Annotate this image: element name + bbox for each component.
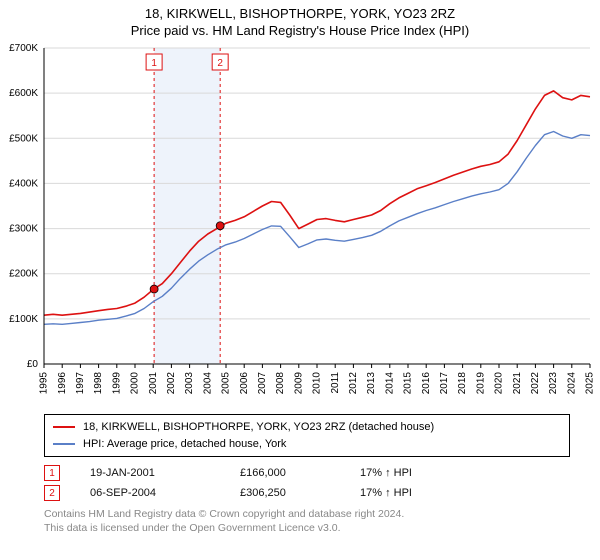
marker-index-box: 1 xyxy=(44,465,60,481)
page-title-line1: 18, KIRKWELL, BISHOPTHORPE, YORK, YO23 2… xyxy=(0,6,600,21)
marker-date: 19-JAN-2001 xyxy=(90,467,210,479)
svg-text:£0: £0 xyxy=(27,359,39,370)
svg-text:2: 2 xyxy=(217,58,223,69)
legend-swatch xyxy=(53,443,75,445)
marker-table: 1 19-JAN-2001 £166,000 17% ↑ HPI 2 06-SEP-200… xyxy=(44,463,570,503)
svg-text:2005: 2005 xyxy=(221,372,232,395)
svg-text:1996: 1996 xyxy=(57,372,68,395)
svg-text:2003: 2003 xyxy=(184,372,195,395)
svg-text:2016: 2016 xyxy=(421,372,432,395)
svg-text:2010: 2010 xyxy=(312,372,323,395)
svg-text:1995: 1995 xyxy=(39,372,50,395)
legend-label: HPI: Average price, detached house, York xyxy=(83,436,286,453)
svg-text:1999: 1999 xyxy=(111,372,122,395)
marker-row: 1 19-JAN-2001 £166,000 17% ↑ HPI xyxy=(44,463,570,483)
svg-text:1998: 1998 xyxy=(93,372,104,395)
svg-text:2018: 2018 xyxy=(457,372,468,395)
svg-text:£500K: £500K xyxy=(9,133,38,144)
svg-text:2025: 2025 xyxy=(585,372,596,395)
attribution-line2: This data is licensed under the Open Gov… xyxy=(44,521,570,535)
svg-text:2023: 2023 xyxy=(548,372,559,395)
price-chart: £0 £100K £200K £300K £400K £500K £600K £700K 199… xyxy=(0,40,600,410)
marker-row: 2 06-SEP-2004 £306,250 17% ↑ HPI xyxy=(44,483,570,503)
svg-text:2022: 2022 xyxy=(530,372,541,395)
legend: 18, KIRKWELL, BISHOPTHORPE, YORK, YO23 2… xyxy=(44,414,570,457)
svg-text:1997: 1997 xyxy=(75,372,86,395)
marker-price: £166,000 xyxy=(240,467,330,479)
svg-text:2021: 2021 xyxy=(512,372,523,395)
page-title-line2: Price paid vs. HM Land Registry's House … xyxy=(0,23,600,38)
svg-text:2024: 2024 xyxy=(566,372,577,395)
svg-text:2002: 2002 xyxy=(166,372,177,395)
svg-text:£700K: £700K xyxy=(9,43,38,54)
legend-item: 18, KIRKWELL, BISHOPTHORPE, YORK, YO23 2… xyxy=(53,419,561,436)
svg-text:2011: 2011 xyxy=(330,372,341,394)
legend-label: 18, KIRKWELL, BISHOPTHORPE, YORK, YO23 2… xyxy=(83,419,434,436)
svg-text:2015: 2015 xyxy=(403,372,414,395)
svg-text:2020: 2020 xyxy=(494,372,505,395)
svg-text:2007: 2007 xyxy=(257,372,268,395)
svg-text:£100K: £100K xyxy=(9,314,38,325)
marker-index-box: 2 xyxy=(44,485,60,501)
svg-text:£200K: £200K xyxy=(9,269,38,280)
svg-text:2004: 2004 xyxy=(202,372,213,395)
marker-date: 06-SEP-2004 xyxy=(90,487,210,499)
marker-price: £306,250 xyxy=(240,487,330,499)
legend-item: HPI: Average price, detached house, York xyxy=(53,436,561,453)
svg-text:2012: 2012 xyxy=(348,372,359,395)
svg-text:2013: 2013 xyxy=(366,372,377,395)
svg-text:2017: 2017 xyxy=(439,372,450,395)
attribution: Contains HM Land Registry data © Crown c… xyxy=(44,507,570,535)
svg-text:2000: 2000 xyxy=(130,372,141,395)
svg-text:2008: 2008 xyxy=(275,372,286,395)
svg-text:2014: 2014 xyxy=(384,372,395,395)
svg-text:1: 1 xyxy=(151,58,157,69)
svg-text:£400K: £400K xyxy=(9,178,38,189)
svg-text:£600K: £600K xyxy=(9,88,38,99)
svg-text:£300K: £300K xyxy=(9,224,38,235)
svg-text:2019: 2019 xyxy=(475,372,486,395)
legend-swatch xyxy=(53,426,75,428)
svg-text:2009: 2009 xyxy=(293,372,304,395)
attribution-line1: Contains HM Land Registry data © Crown c… xyxy=(44,507,570,521)
svg-text:2006: 2006 xyxy=(239,372,250,395)
marker-pct: 17% ↑ HPI xyxy=(360,487,450,499)
marker-pct: 17% ↑ HPI xyxy=(360,467,450,479)
svg-text:2001: 2001 xyxy=(148,372,159,395)
